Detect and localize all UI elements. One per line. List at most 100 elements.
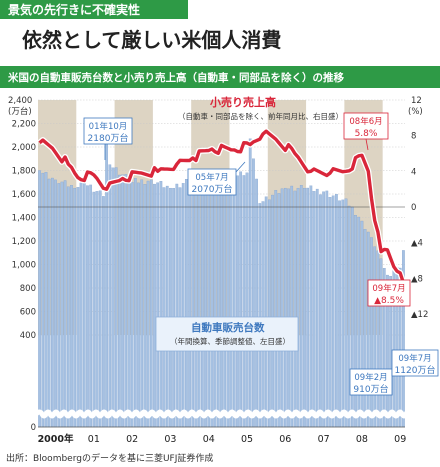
chart-title: 米国の自動車販売台数と小売り売上高（自動車・同部品を除く）の推移 (7, 71, 344, 84)
kicker: 景気の先行きに不確実性 (8, 2, 140, 17)
bar (360, 220, 364, 428)
left-tick-label: 1,800 (12, 167, 36, 177)
retail-line (38, 129, 406, 284)
annotation-2009-07-retail-date: 09年7月 (372, 283, 405, 294)
x-tick-label: 09 (394, 434, 406, 445)
right-tick-label: 8 (411, 132, 416, 142)
bar (271, 194, 274, 428)
bar (153, 183, 156, 428)
bar (124, 174, 128, 428)
bar (175, 183, 179, 428)
bar (341, 199, 345, 428)
bar (331, 195, 335, 428)
bar (255, 178, 258, 428)
left-axis-unit: (万台) (8, 106, 32, 117)
bar (92, 191, 96, 428)
bar (38, 170, 41, 428)
bar (248, 138, 252, 428)
bar (159, 181, 163, 428)
annotation-2009-07-auto-value: 1120万台 (395, 364, 436, 376)
bar (309, 185, 313, 428)
bar (236, 175, 239, 428)
bar (328, 197, 332, 428)
bar (319, 194, 322, 428)
right-tick-label: 4 (411, 167, 416, 177)
bar (165, 185, 169, 428)
bar (130, 182, 134, 428)
bar (140, 179, 144, 428)
bar (133, 178, 137, 428)
bar (47, 178, 51, 428)
x-tick-label: 07 (318, 434, 330, 445)
annotation-2009-02: 09年2月 910万台 (349, 368, 393, 396)
annotation-2001-10-date: 01年10月 (89, 121, 128, 132)
bar (322, 191, 325, 428)
bar (102, 196, 105, 428)
bar (312, 191, 316, 428)
annotation-2008-06-value: 5.8% (355, 129, 378, 139)
bar (118, 174, 121, 428)
annotation-2005-07-value: 2070万台 (192, 183, 233, 195)
bar (242, 175, 246, 428)
bar (293, 190, 297, 428)
bar (73, 187, 77, 428)
bar (373, 246, 377, 428)
bar (66, 186, 70, 428)
annotation-2009-07-auto: 09年7月 1120万台 (391, 349, 439, 377)
bar (178, 187, 182, 428)
bar (306, 187, 310, 428)
bar (50, 177, 54, 428)
bar (223, 183, 227, 428)
bar (185, 179, 188, 428)
bar (363, 229, 367, 428)
axis-break (34, 409, 417, 419)
legend-retail-sub: （自動車・同部品を除く、前年同月比、右目盛） (178, 111, 343, 121)
bar (54, 179, 57, 428)
x-tick-label: 02 (126, 434, 138, 445)
bar (57, 183, 61, 428)
right-tick-label: ▲8 (411, 274, 423, 284)
bar (82, 183, 86, 428)
annotation-2005-07-date: 05年7月 (195, 172, 228, 183)
bar (188, 179, 191, 428)
x-tick-label: 01 (88, 434, 100, 445)
bar (287, 188, 290, 428)
bar (207, 183, 211, 428)
bar (60, 181, 64, 428)
annotation-2005-07: 05年7月 2070万台 (187, 161, 246, 196)
bar (296, 187, 300, 428)
bar (127, 181, 131, 428)
annotation-2009-02-date: 09年2月 (354, 372, 387, 383)
source-note: 出所：Bloombergのデータを基に三菱UFJ証券作成 (6, 452, 213, 464)
bar (200, 181, 204, 428)
bar (79, 182, 83, 428)
kicker-bg (0, 0, 188, 19)
bar (366, 231, 370, 428)
legend-auto-box (155, 316, 299, 352)
x-tick-label: 08 (356, 434, 368, 445)
bar (357, 216, 361, 428)
bar (280, 188, 284, 428)
bar (197, 183, 201, 428)
bar (216, 182, 220, 428)
bar (226, 179, 230, 428)
bar (213, 185, 217, 428)
left-tick-label: 1,600 (12, 190, 36, 200)
x-tick-label: 04 (203, 434, 215, 445)
annotation-2009-02-value: 910万台 (353, 383, 388, 395)
right-axis-tick-12: 12 (411, 96, 422, 106)
bar (220, 178, 223, 428)
bar (169, 187, 172, 428)
x-tick-label: 03 (164, 434, 176, 445)
annotation-2009-07-retail-value: ▲8.5% (374, 296, 404, 306)
bar (156, 182, 160, 428)
bar (41, 172, 45, 428)
legend-retail-title: 小売り売上高 (209, 95, 276, 109)
right-tick-label: 0 (411, 203, 416, 213)
bar (108, 164, 112, 428)
bar (181, 183, 185, 428)
bar (89, 184, 93, 428)
annotation-2001-10-value: 2180万台 (88, 132, 129, 144)
left-tick-label: 2,200 (12, 120, 36, 130)
